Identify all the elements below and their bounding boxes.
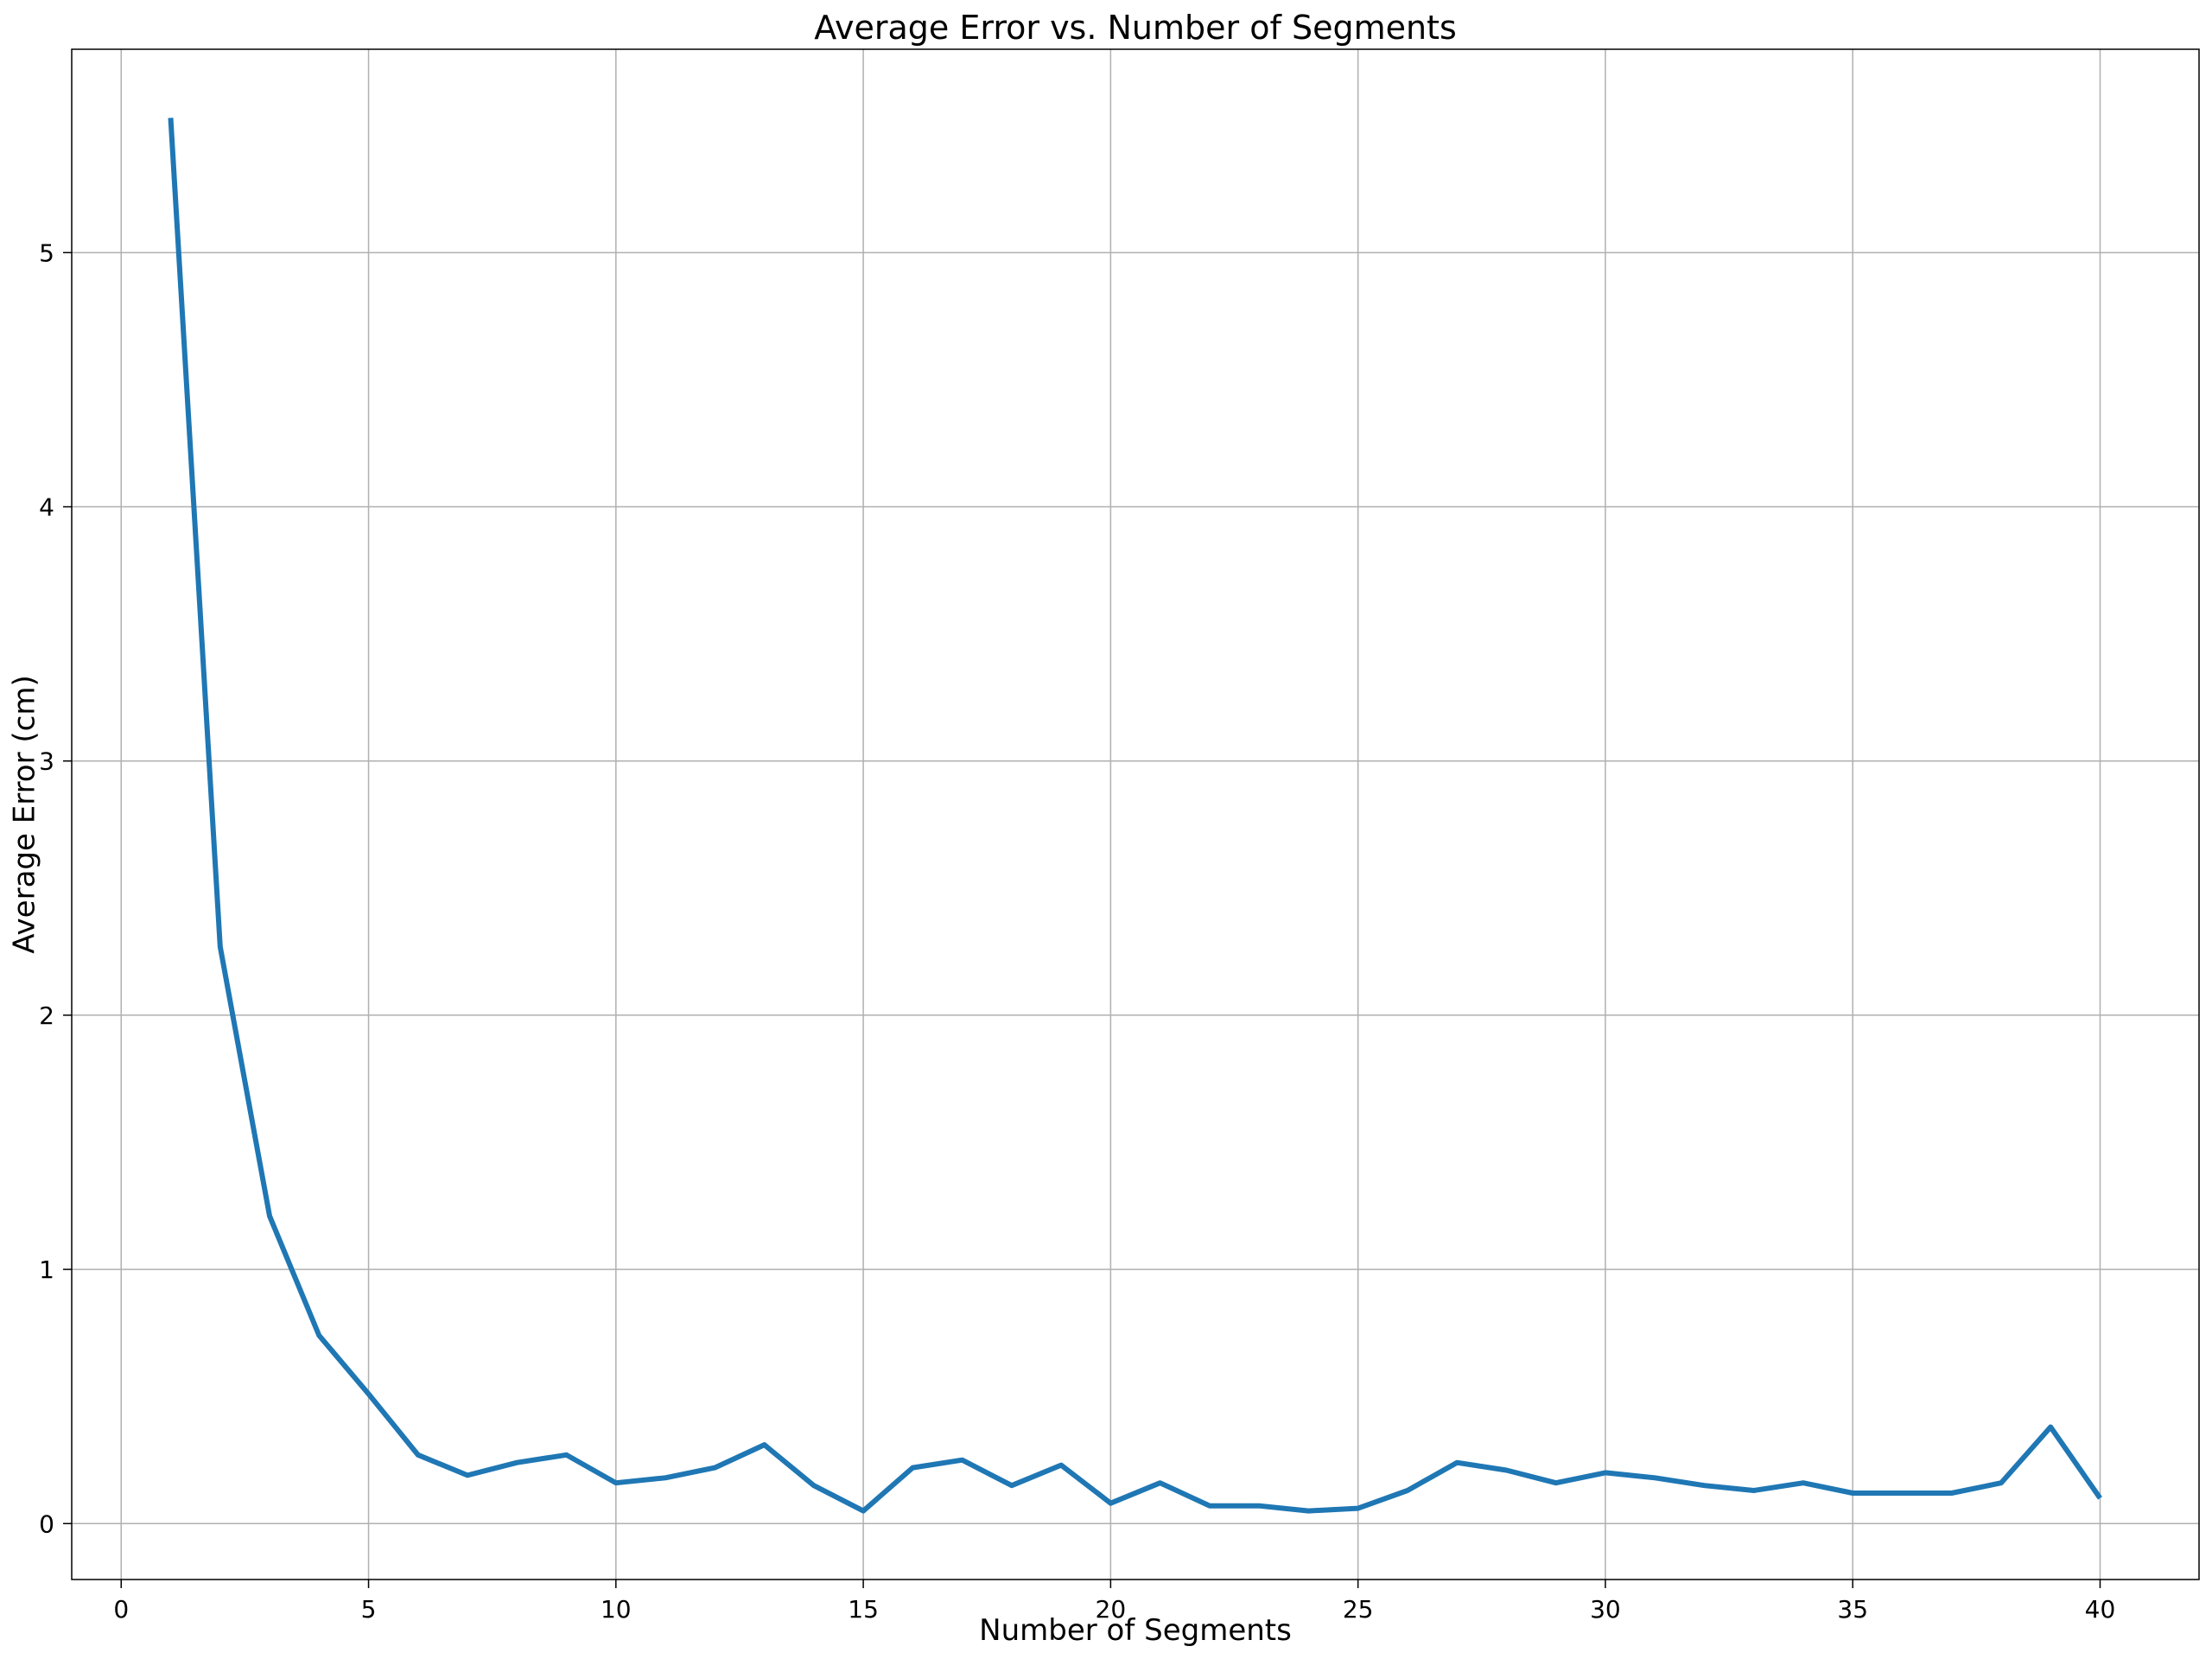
grid-layer: [72, 49, 2199, 1580]
chart-title: Average Error vs. Number of Segments: [814, 9, 1457, 47]
y-tick-label: 4: [39, 493, 54, 522]
y-tick-label: 2: [39, 1001, 54, 1030]
x-axis-label: Number of Segments: [979, 1613, 1292, 1648]
series-layer: [168, 118, 2102, 1514]
x-tick-label: 35: [1837, 1595, 1868, 1624]
tick-layer: 0 5 10 15 20 25 30 35 40 0 1 2 3 4 5: [39, 238, 2115, 1624]
series-line: [168, 118, 2102, 1514]
y-tick-label: 1: [39, 1255, 54, 1284]
x-tick-label: 40: [2085, 1595, 2116, 1624]
x-tick-label: 20: [1096, 1595, 1127, 1624]
y-tick-label: 3: [39, 747, 54, 776]
y-axis-label: Average Error (cm): [8, 675, 42, 953]
y-tick-label: 0: [39, 1510, 54, 1538]
x-tick-label: 10: [601, 1595, 632, 1624]
y-tick-label: 5: [39, 238, 54, 267]
x-tick-label: 15: [848, 1595, 879, 1624]
x-tick-label: 0: [113, 1595, 129, 1624]
x-tick-label: 5: [361, 1595, 377, 1624]
x-tick-label: 25: [1343, 1595, 1374, 1624]
x-tick-label: 30: [1590, 1595, 1621, 1624]
plot-area-frame: [71, 48, 2200, 1580]
